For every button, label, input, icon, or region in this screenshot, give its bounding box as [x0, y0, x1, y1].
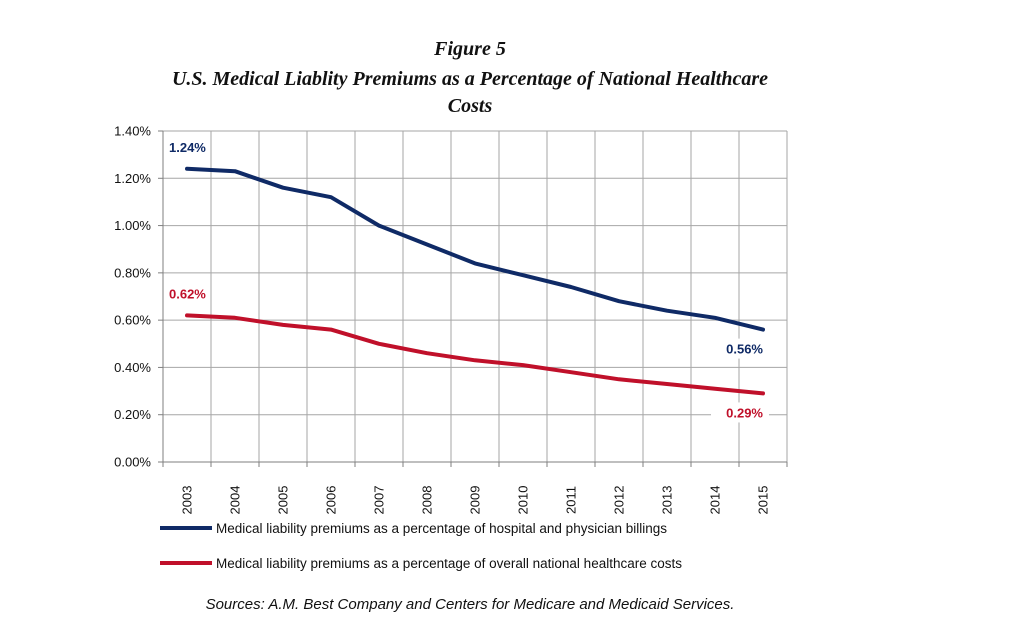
- y-tick-label: 0.80%: [114, 265, 151, 280]
- x-tick-label: 2003: [180, 486, 195, 515]
- y-tick-label: 0.20%: [114, 407, 151, 422]
- y-tick-label: 1.00%: [114, 218, 151, 233]
- series-lines: [185, 166, 765, 396]
- legend-swatch-billings: [160, 526, 212, 530]
- data-label-background: [711, 338, 769, 359]
- data-label: 0.56%: [726, 342, 763, 357]
- y-tick-label: 0.40%: [114, 360, 151, 375]
- x-tick-label: 2004: [228, 486, 243, 515]
- legend-label-healthcare-costs: Medical liability premiums as a percenta…: [216, 555, 682, 571]
- x-tick-label: 2014: [708, 486, 723, 515]
- x-tick-label: 2006: [324, 486, 339, 515]
- y-tick-label: 1.20%: [114, 171, 151, 186]
- series-line-1: [185, 166, 765, 332]
- series-line-2: [185, 313, 765, 396]
- data-labels: 1.24% 0.56% 0.62% 0.29%: [169, 140, 769, 423]
- x-tick-label: 2007: [372, 486, 387, 515]
- data-label: 0.62%: [169, 286, 206, 301]
- y-tick-label: 0.00%: [114, 455, 151, 470]
- axes: 0.00% 0.20% 0.40% 0.60% 0.80% 1.00% 1.20% 1.40%…: [114, 124, 788, 515]
- x-tick-label: 2011: [564, 486, 579, 514]
- data-label: 1.24%: [169, 140, 206, 155]
- legend-swatch-healthcare-costs: [160, 561, 212, 565]
- source-note: Sources: A.M. Best Company and Centers f…: [205, 596, 735, 613]
- chart-title: U.S. Medical Liablity Premiums as a Perc…: [171, 68, 769, 117]
- x-tick-label: 2005: [276, 486, 291, 515]
- legend-label-billings: Medical liability premiums as a percenta…: [216, 520, 667, 536]
- x-tick-label: 2008: [420, 486, 435, 515]
- y-tick-label: 1.40%: [114, 124, 151, 139]
- data-label: 0.29%: [726, 405, 763, 420]
- x-tick-label: 2010: [516, 486, 531, 515]
- x-tick-label: 2012: [612, 486, 627, 515]
- figure-number: Figure 5: [434, 38, 506, 60]
- legend-item-healthcare-costs: Medical liability premiums as a percenta…: [160, 553, 682, 573]
- x-tick-label: 2013: [660, 486, 675, 515]
- x-tick-label: 2009: [468, 486, 483, 515]
- y-tick-label: 0.60%: [114, 313, 151, 328]
- data-label-background: [711, 402, 769, 423]
- legend-item-billings: Medical liability premiums as a percenta…: [160, 518, 667, 538]
- x-tick-label: 2015: [756, 486, 771, 515]
